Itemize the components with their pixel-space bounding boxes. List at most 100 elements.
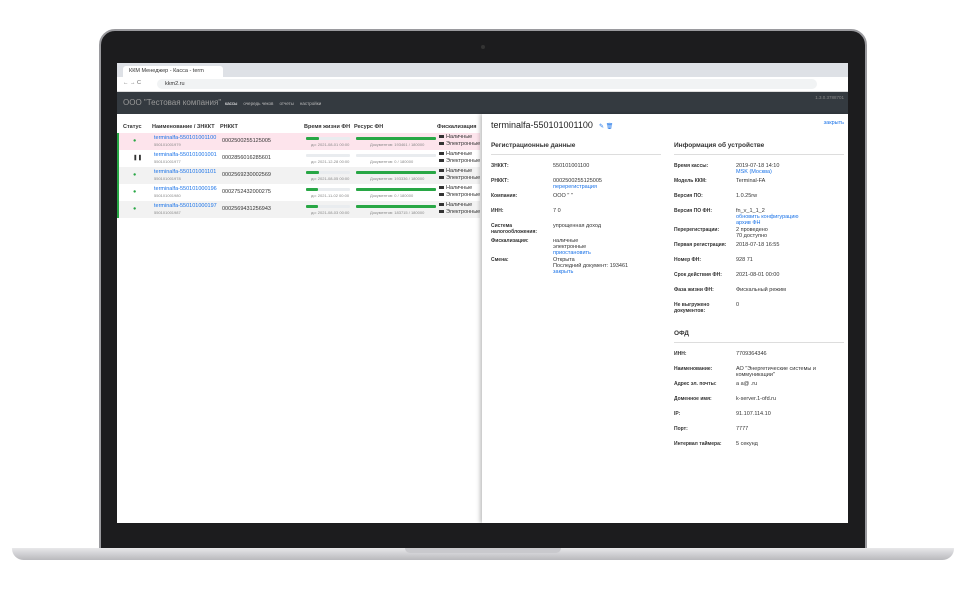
field: Компания: ООО " ": [491, 193, 661, 207]
field-label: Не выгружено документов:: [674, 302, 710, 314]
fiscal-text: Электронные: [446, 141, 481, 147]
life: до: 2021-11-02 00:00: [311, 193, 350, 198]
field-values: fn_v_1_1_2 обновить конфигурацию архив ФН: [736, 208, 844, 226]
field-label: Время кассы:: [674, 163, 709, 169]
field-value: k-server.1-ofd.ru: [736, 396, 777, 402]
status-icon: ●: [133, 138, 137, 144]
kkm-name[interactable]: terminalfa-550101000196: [154, 186, 217, 192]
field-label: Доменное имя:: [674, 396, 712, 402]
field-value: 70 доступно: [736, 233, 768, 239]
resource-fill: [356, 137, 436, 140]
field-values: 550101001100: [553, 163, 661, 177]
field-value: 2019-07-18 14:10: [736, 163, 780, 169]
fiscal-icon: [439, 169, 444, 173]
field-value: ООО " ": [553, 193, 573, 199]
table-row[interactable]: ● terminalfa-550101000197 550101001987 0002…: [117, 201, 480, 218]
nav-item[interactable]: очередь чеков: [243, 101, 274, 106]
field-link[interactable]: архив ФН: [736, 220, 761, 226]
fiscal: Электронные: [439, 209, 480, 215]
field-values: 2 проведено 70 доступно: [736, 227, 844, 241]
resource-fill: [356, 188, 436, 191]
field-values: Открыта Последний документ: 193461 закрыть: [553, 257, 661, 275]
kkm-name[interactable]: terminalfa-550101001001: [154, 152, 217, 158]
fiscal-text: Электронные: [446, 192, 481, 198]
tab-bar: ККМ Менеджер - Касса - term: [117, 63, 848, 77]
field-label: Адрес эл. почты:: [674, 381, 717, 387]
kkm-table: Статус Наименование / ЗНККТ РНККТ Время жиз…: [117, 121, 480, 218]
header-row: Статус Наименование / ЗНККТ РНККТ Время жиз…: [117, 121, 480, 133]
resource-fill: [356, 171, 436, 174]
field-label: Версия ПО:: [674, 193, 703, 199]
field-label: Срок действия ФН:: [674, 272, 722, 278]
field-value: 928 71: [736, 257, 753, 263]
laptop-base: [12, 548, 954, 560]
resource: Документов: 183715 / 180000: [370, 210, 425, 215]
field-values: Фискальный режим: [736, 287, 844, 301]
kkm-name[interactable]: terminalfa-550101001101: [154, 169, 217, 175]
field-value: 91.107.114.10: [736, 411, 771, 417]
field-value: 2018-07-18 16:55: [736, 242, 780, 248]
table-row[interactable]: ❚❚ terminalfa-550101001001 550101001977 000…: [117, 150, 480, 167]
field-link[interactable]: перерегистрация: [553, 184, 597, 190]
field: Система налогообложения: упрощенная доход: [491, 223, 661, 237]
fiscal: Электронные: [439, 141, 480, 147]
znkkt: 550101001977: [154, 159, 181, 164]
field-value: АО "Энергетические системы и коммуникаци…: [736, 366, 816, 378]
field-link[interactable]: приостановить: [553, 250, 591, 256]
fiscal-text: Электронные: [446, 175, 481, 181]
life: до: 2021-08-01 00:00: [311, 142, 350, 147]
field-label: Порт:: [674, 426, 688, 432]
field-link[interactable]: закрыть: [553, 269, 574, 275]
field-values: Terminal-FA: [736, 178, 844, 192]
field-link[interactable]: MSK (Москва): [736, 169, 772, 175]
table-row[interactable]: ● terminalfa-550101001101 550101001978 0002…: [117, 167, 480, 184]
rnkkt: 0002752432000275: [222, 189, 271, 195]
field-link[interactable]: обновить конфигурацию: [736, 214, 799, 220]
nav-item[interactable]: настройки: [299, 101, 322, 106]
fiscal-text: Наличные: [446, 168, 473, 174]
field-values: 91.107.114.10: [736, 411, 844, 425]
fiscal-icon: [439, 152, 444, 156]
field-values: наличные электронные приостановить: [553, 238, 661, 256]
nav-item[interactable]: кассы: [225, 101, 238, 106]
field-value: 1.0.25rw: [736, 193, 758, 199]
field: Модель ККМ: Terminal-FA: [674, 178, 844, 192]
resource-bar: [356, 205, 436, 208]
field-value: a a@ .ru: [736, 381, 758, 387]
field-value: 2 проведено: [736, 227, 768, 233]
resource-bar: [356, 137, 436, 140]
detail-panel: terminalfa-550101001100 ✎ 🗑 закрыть Реги…: [482, 114, 848, 523]
nav-item[interactable]: отчеты: [279, 101, 294, 106]
kkm-name[interactable]: terminalfa-550101001100: [154, 135, 217, 141]
close-link[interactable]: закрыть: [823, 120, 844, 126]
fiscal: Наличные: [439, 134, 472, 140]
rnkkt: 0002569230002569: [222, 172, 271, 178]
url[interactable]: kkm2.ru: [157, 79, 817, 89]
resource-bar: [356, 171, 436, 174]
life: до: 2021-12-28 00:00: [311, 159, 350, 164]
icons[interactable]: ✎ 🗑: [599, 124, 614, 130]
field-values: 7 0: [553, 208, 661, 222]
kkm-name[interactable]: terminalfa-550101000197: [154, 203, 217, 209]
znkkt: 550101001978: [154, 176, 181, 181]
fiscal-text: Электронные: [446, 209, 481, 215]
resource: Документов: 0 / 180000: [370, 159, 414, 164]
table-row[interactable]: ● terminalfa-550101001100 550101001979 0002…: [117, 133, 480, 150]
field: Порт: 7777: [674, 426, 844, 440]
field-label: Система налогообложения:: [491, 223, 538, 235]
field-value: Terminal-FA: [736, 178, 766, 184]
field-value: 7777: [736, 426, 749, 432]
field: Перерегистрации: 2 проведено 70 доступно: [674, 227, 844, 241]
field: ЗНККТ: 550101001100: [491, 163, 661, 177]
znkkt: 550101001980: [154, 193, 181, 198]
field-values: 1.0.25rw: [736, 193, 844, 207]
field: Фаза жизни ФН: Фискальный режим: [674, 287, 844, 301]
field-value: электронные: [553, 244, 587, 250]
field: Смена: Открыта Последний документ: 193461 з…: [491, 257, 661, 275]
table-row[interactable]: ● terminalfa-550101000196 550101001980 0002…: [117, 184, 480, 201]
browser-tab[interactable]: ККМ Менеджер - Касса - term: [123, 66, 223, 77]
nav-buttons[interactable]: ← → C: [123, 80, 142, 86]
fiscal: Наличные: [439, 185, 472, 191]
status-icon: ●: [133, 172, 137, 178]
resource-fill: [356, 205, 436, 208]
